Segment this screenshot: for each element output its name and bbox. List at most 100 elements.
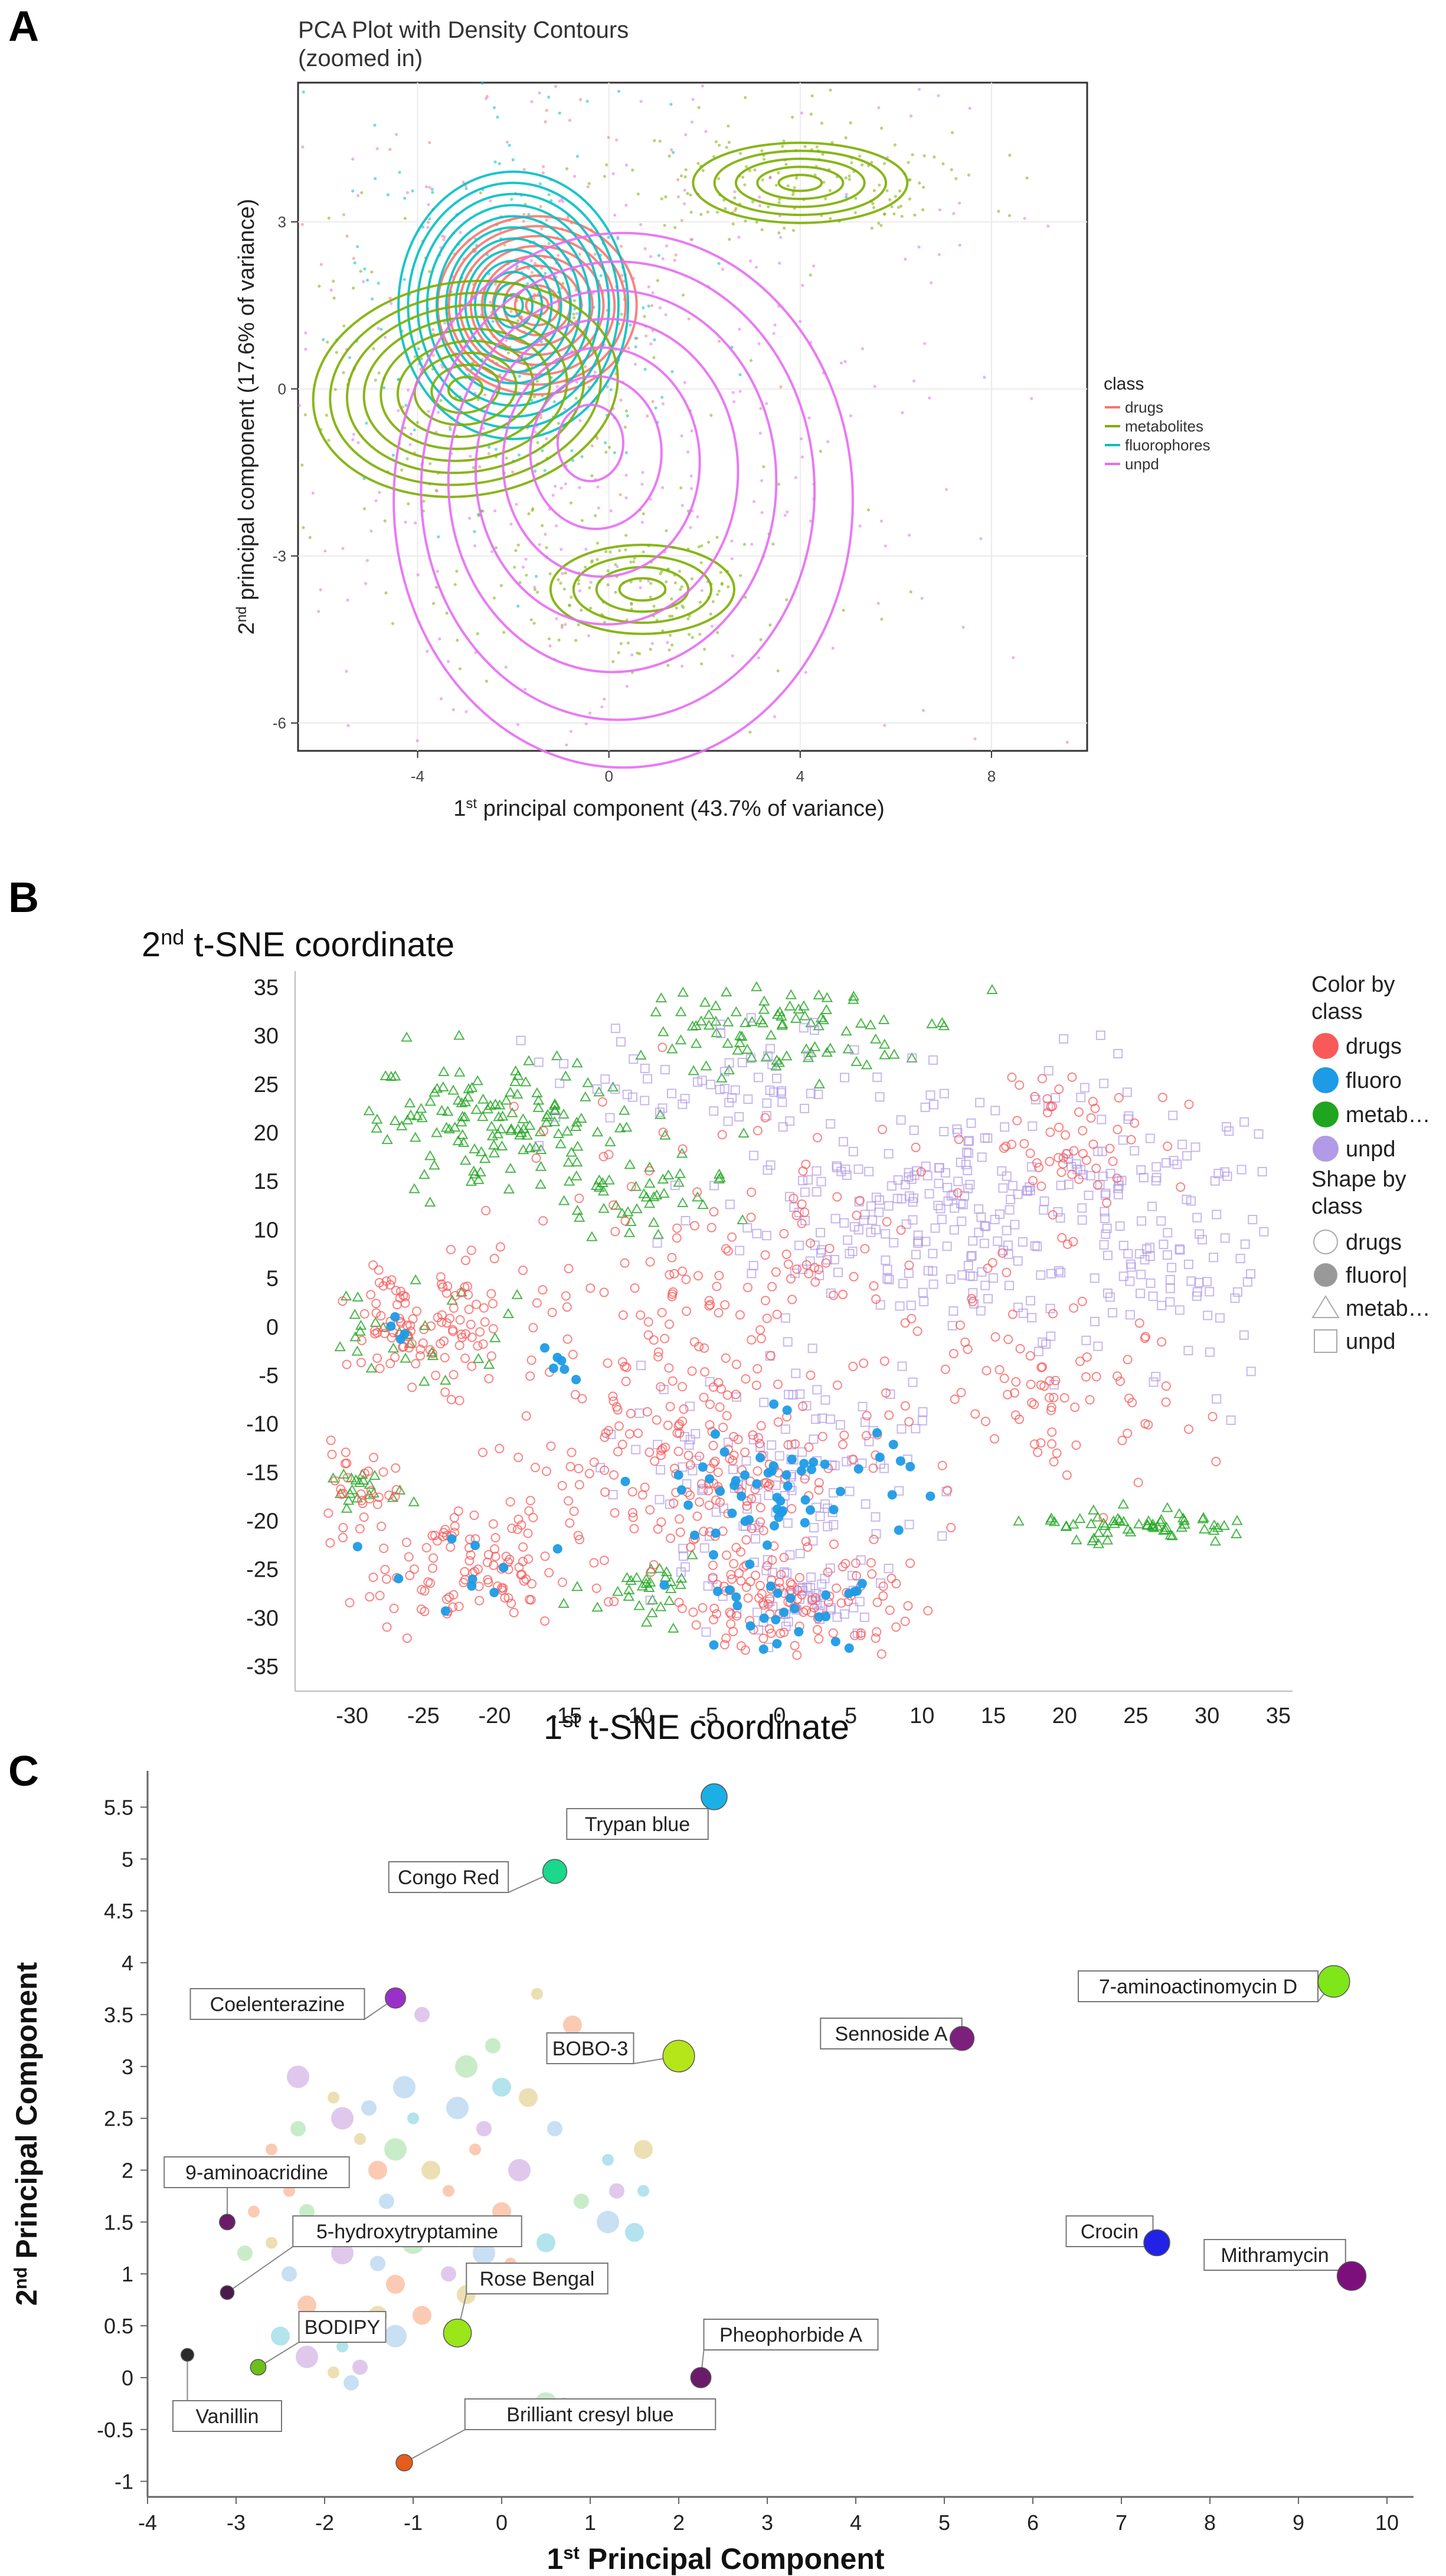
- data-point: [948, 1349, 958, 1359]
- density-contour: [420, 260, 816, 721]
- data-point: [894, 1486, 904, 1496]
- data-point: [853, 1225, 863, 1235]
- data-point: [600, 1465, 610, 1475]
- data-label: 9-aminoacridine: [185, 2162, 328, 2184]
- data-point: [983, 1263, 993, 1273]
- data-point: [753, 1433, 763, 1443]
- data-point: [803, 1542, 813, 1552]
- data-point: [900, 1616, 910, 1626]
- legend-shape-swatch: [1314, 1329, 1337, 1353]
- data-point: [908, 534, 911, 537]
- data-point: [1036, 1270, 1046, 1280]
- data-point: [436, 1104, 448, 1115]
- data-point: [452, 1135, 464, 1146]
- data-point: [1126, 1259, 1136, 1269]
- data-point: [784, 1000, 796, 1011]
- data-point: [1130, 1118, 1140, 1128]
- data-point: [1122, 1524, 1134, 1534]
- data-point: [506, 351, 511, 355]
- x-tick-label: 0: [773, 1704, 786, 1728]
- data-point: [403, 217, 407, 220]
- data-point: [751, 200, 754, 204]
- x-tick-label: 0: [496, 2510, 508, 2535]
- data-point: [606, 569, 610, 573]
- data-point: [1001, 1142, 1011, 1152]
- data-point: [678, 1266, 688, 1276]
- data-point: [371, 1308, 381, 1318]
- x-axis-label: 1st Principal Component: [547, 2542, 884, 2576]
- data-point: [917, 1416, 927, 1426]
- data-point: [956, 1198, 966, 1208]
- data-point: [954, 176, 958, 181]
- data-point: [773, 1057, 786, 1067]
- data-point: [765, 1160, 776, 1170]
- data-point: [674, 253, 678, 257]
- data-point: [866, 1558, 876, 1568]
- data-point: [1067, 1518, 1079, 1529]
- data-point: [1078, 1126, 1088, 1136]
- data-point: [879, 224, 883, 227]
- data-point: [905, 1558, 915, 1568]
- faded-data-point: [384, 2138, 407, 2161]
- data-point: [626, 641, 630, 645]
- data-point: [455, 570, 459, 573]
- data-point: [365, 559, 369, 563]
- data-point: [560, 1070, 572, 1081]
- data-point: [963, 1148, 973, 1158]
- data-point: [1068, 1237, 1078, 1247]
- data-point: [1133, 1477, 1143, 1488]
- data-point: [427, 1350, 439, 1361]
- data-point: [498, 162, 501, 165]
- data-point: [539, 1343, 549, 1353]
- data-point: [1082, 1352, 1092, 1362]
- data-point: [777, 231, 781, 235]
- data-point: [505, 1162, 516, 1173]
- data-point: [473, 1173, 485, 1184]
- data-point: [793, 1003, 804, 1014]
- data-point: [677, 986, 689, 997]
- data-point: [495, 1242, 505, 1252]
- data-point: [620, 312, 623, 316]
- data-point: [934, 1163, 944, 1173]
- data-point: [634, 336, 637, 340]
- data-point: [587, 182, 591, 185]
- data-point: [345, 1472, 358, 1483]
- data-point: [753, 1364, 763, 1374]
- data-point: [1071, 1534, 1082, 1545]
- data-point: [619, 493, 622, 496]
- data-point: [751, 981, 763, 992]
- data-point: [741, 1535, 751, 1545]
- data-point: [940, 1168, 950, 1178]
- faded-data-point: [282, 2266, 297, 2282]
- data-point: [705, 1474, 715, 1484]
- data-point: [408, 443, 412, 446]
- data-point: [661, 257, 665, 260]
- data-point: [630, 1283, 640, 1293]
- y-tick-label: 0.5: [104, 2314, 133, 2338]
- data-point: [547, 95, 551, 99]
- data-point: [1099, 1078, 1109, 1088]
- data-point: [1166, 1530, 1178, 1541]
- data-point: [1248, 1215, 1258, 1225]
- data-point: [660, 197, 663, 201]
- data-point: [327, 439, 331, 442]
- data-point: [538, 182, 542, 186]
- data-point: [519, 1576, 529, 1586]
- data-point: [690, 577, 694, 581]
- data-point: [613, 1447, 623, 1457]
- data-point: [917, 87, 921, 91]
- data-point: [1093, 1341, 1103, 1351]
- data-point: [517, 1144, 529, 1155]
- data-point: [917, 245, 921, 249]
- data-point: [534, 1057, 544, 1067]
- data-point: [679, 486, 683, 490]
- data-point: [712, 1282, 722, 1292]
- data-point: [930, 281, 933, 285]
- data-point: [797, 1218, 807, 1228]
- label-box: [703, 2319, 879, 2351]
- data-point: [545, 218, 548, 222]
- data-point: [515, 264, 519, 268]
- data-point: [868, 1215, 878, 1225]
- data-point: [1236, 1165, 1247, 1175]
- data-point: [443, 1123, 456, 1134]
